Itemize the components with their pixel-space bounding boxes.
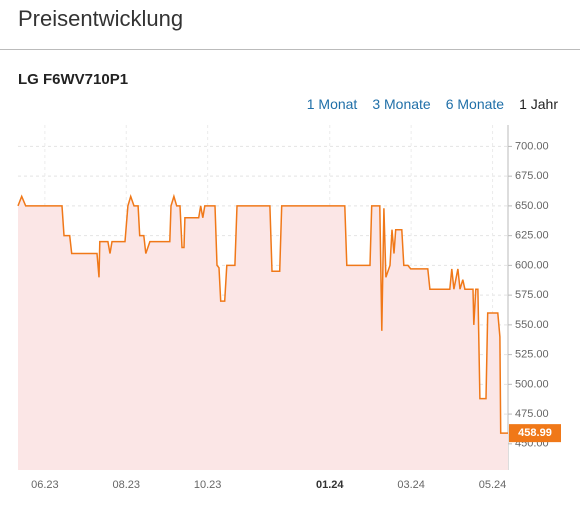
- x-tick-label: 06.23: [31, 479, 59, 491]
- range-link[interactable]: 1 Monat: [306, 96, 358, 112]
- page-title: Preisentwicklung: [18, 6, 184, 31]
- range-link[interactable]: 6 Monate: [445, 96, 505, 112]
- product-name: LG F6WV710P1: [18, 71, 129, 88]
- y-tick-label: 575.00: [515, 289, 549, 301]
- range-selector: 1 Monat 3 Monate 6 Monate 1 Jahr: [292, 96, 558, 112]
- x-tick-label: 03.24: [397, 479, 425, 491]
- y-tick-label: 475.00: [515, 408, 549, 420]
- y-tick-label: 625.00: [515, 230, 549, 242]
- x-tick-label: 01.24: [316, 479, 344, 491]
- y-tick-label: 500.00: [515, 378, 549, 390]
- y-tick-label: 525.00: [515, 349, 549, 361]
- price-badge-label: 458.99: [518, 427, 552, 439]
- y-tick-label: 600.00: [515, 259, 549, 271]
- price-line: [17, 193, 508, 434]
- area-fill: [18, 196, 508, 470]
- y-tick-label: 700.00: [515, 140, 549, 152]
- y-tick-label: 675.00: [515, 170, 549, 182]
- chart: 450.00475.00500.00525.00550.00575.00600.…: [17, 125, 561, 491]
- range-link[interactable]: 1 Jahr: [519, 96, 558, 112]
- price-badge: [509, 424, 561, 443]
- x-tick-label: 08.23: [112, 479, 140, 491]
- x-tick-label: 05.24: [479, 479, 507, 491]
- y-tick-label: 550.00: [515, 319, 549, 331]
- x-tick-label: 10.23: [194, 479, 222, 491]
- y-tick-label: 650.00: [515, 200, 549, 212]
- divider: [0, 49, 580, 50]
- range-link[interactable]: 3 Monate: [372, 96, 431, 112]
